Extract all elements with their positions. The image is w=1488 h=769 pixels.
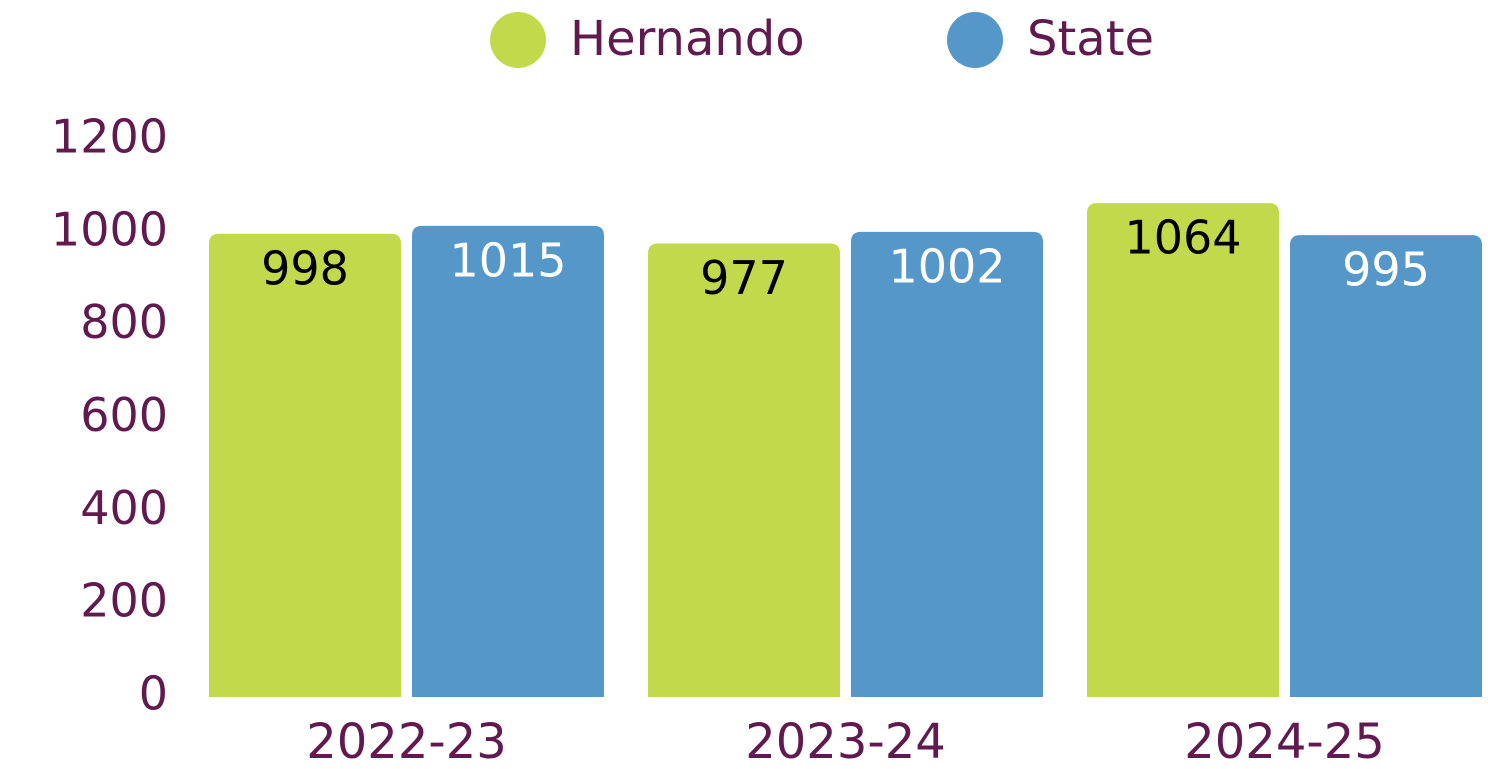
- value-label: 1064: [1124, 211, 1241, 265]
- y-tick-label: 800: [80, 295, 168, 349]
- value-label: 998: [261, 241, 349, 295]
- value-label: 977: [700, 251, 788, 305]
- y-tick-label: 1200: [51, 110, 168, 164]
- y-tick-label: 0: [139, 667, 168, 721]
- y-tick-label: 400: [80, 481, 168, 535]
- legend-label: Hernando: [570, 11, 805, 67]
- x-tick-label: 2023-24: [745, 714, 946, 769]
- x-tick-label: 2022-23: [306, 714, 507, 769]
- bar: [1087, 203, 1279, 698]
- bar: [412, 225, 604, 697]
- bar: [209, 233, 401, 698]
- value-label: 995: [1342, 243, 1430, 297]
- legend-label: State: [1027, 11, 1154, 67]
- value-label: 1002: [888, 239, 1005, 293]
- legend-swatch: [490, 12, 546, 68]
- x-tick-label: 2024-25: [1184, 714, 1385, 769]
- legend-swatch: [947, 12, 1003, 68]
- bar: [851, 231, 1043, 697]
- bar: [1290, 235, 1482, 697]
- y-tick-label: 200: [80, 574, 168, 628]
- value-label: 1015: [449, 233, 566, 287]
- bar: [648, 243, 840, 698]
- y-tick-label: 600: [80, 388, 168, 442]
- y-tick-label: 1000: [51, 202, 168, 256]
